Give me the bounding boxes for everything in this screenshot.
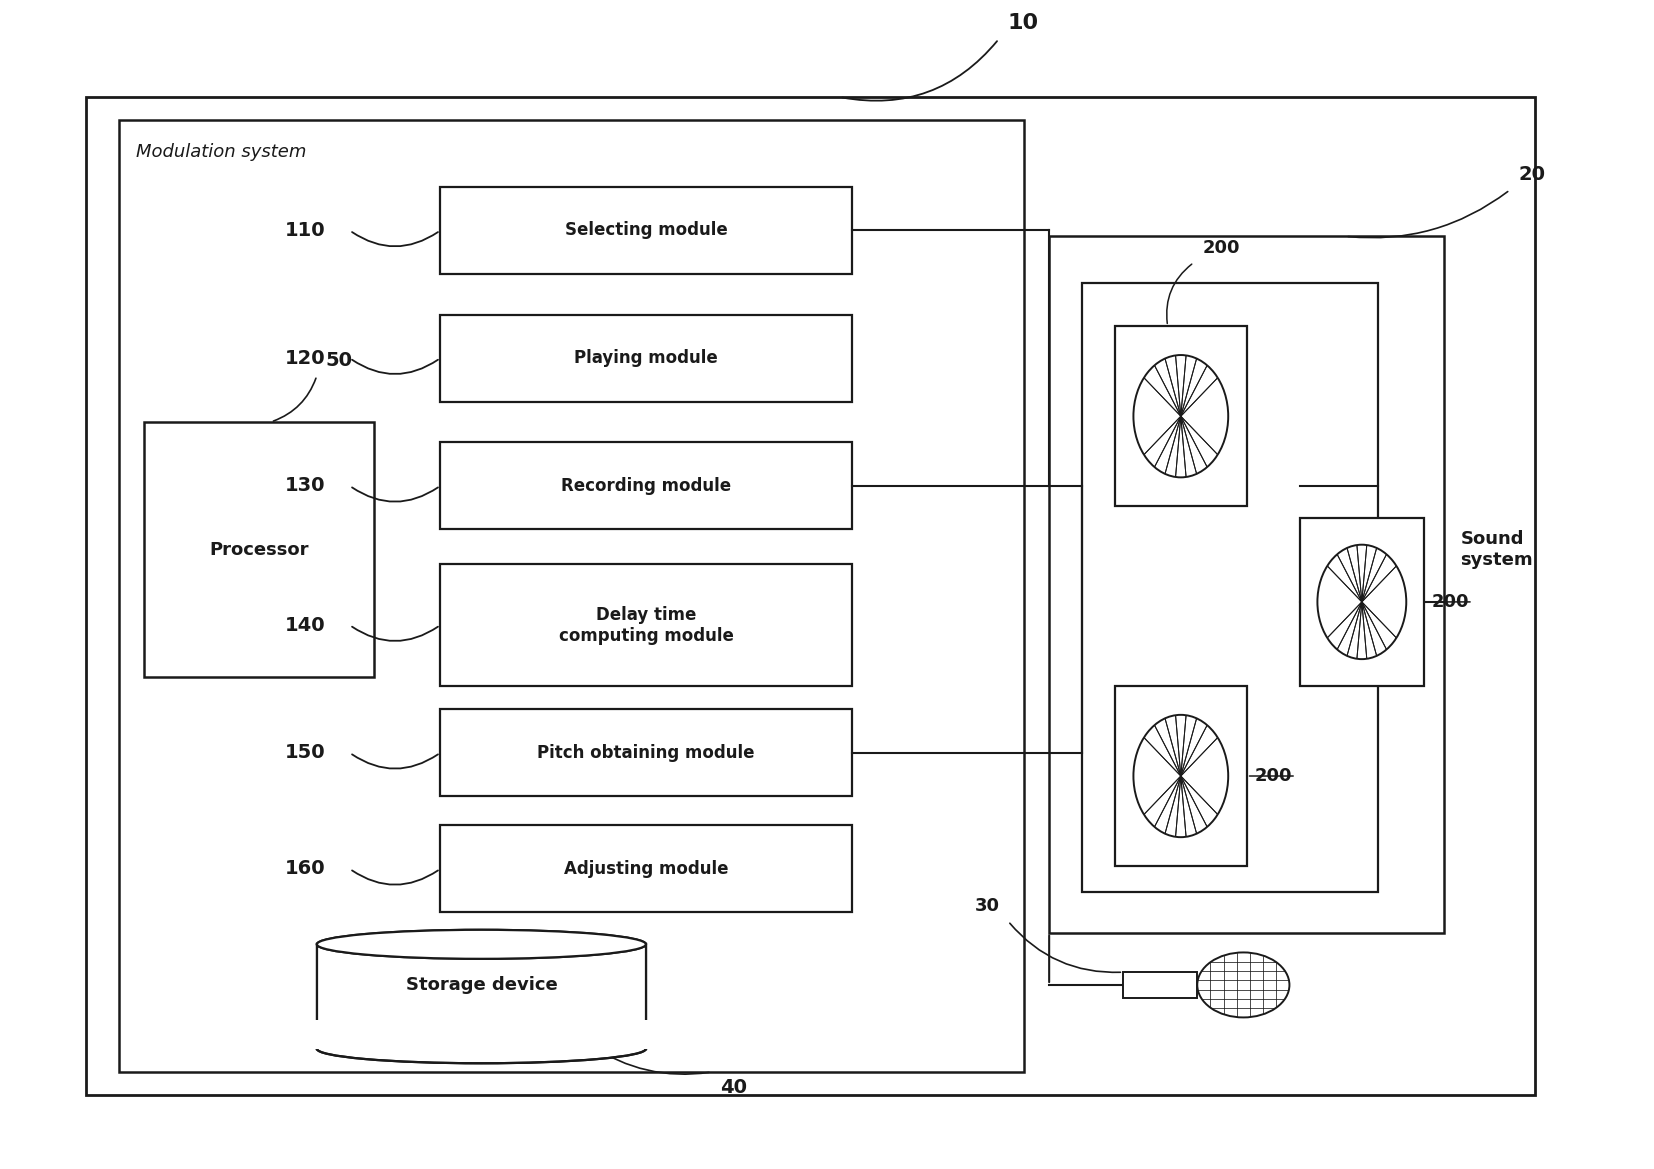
Ellipse shape [1133,714,1229,837]
Text: 110: 110 [284,221,326,240]
Bar [1049,236,1444,933]
Ellipse shape [1133,355,1229,477]
Text: 120: 120 [284,348,326,368]
Text: Storage device: Storage device [405,976,557,994]
Bar [1115,326,1247,506]
Bar [86,97,1535,1095]
Text: 40: 40 [719,1078,748,1097]
Bar [440,710,852,796]
Bar [318,945,647,1049]
Bar [144,422,374,677]
Bar [440,442,852,530]
Bar [301,1019,663,1049]
Text: 160: 160 [284,859,326,878]
Text: 50: 50 [326,351,352,369]
Text: 200: 200 [1202,238,1240,257]
Ellipse shape [318,929,647,959]
Text: Adjusting module: Adjusting module [564,860,728,878]
Text: 130: 130 [284,476,326,496]
Ellipse shape [318,929,647,959]
Text: Playing module: Playing module [574,350,718,367]
Text: 200: 200 [1432,593,1469,611]
Bar [1300,518,1424,686]
Text: 140: 140 [284,616,326,635]
Bar [1123,973,1197,997]
Text: Selecting module: Selecting module [564,221,728,240]
Text: Modulation system: Modulation system [136,144,306,161]
Text: 150: 150 [284,743,326,762]
Bar [440,825,852,912]
Bar [440,565,852,686]
Ellipse shape [1317,545,1406,659]
Text: Sound
system: Sound system [1460,531,1533,569]
Circle shape [1197,953,1290,1017]
Text: Delay time
computing module: Delay time computing module [559,606,733,644]
Bar [119,120,1024,1072]
Text: Processor: Processor [210,541,309,559]
Text: Recording module: Recording module [561,477,731,494]
Bar [1115,686,1247,866]
Bar [440,314,852,402]
Ellipse shape [318,1035,647,1064]
Text: 10: 10 [1007,13,1039,33]
Text: 20: 20 [1518,165,1545,184]
Bar [318,945,647,1049]
Bar [440,187,852,274]
Bar [1082,283,1378,892]
Text: 30: 30 [974,898,999,915]
Text: Pitch obtaining module: Pitch obtaining module [538,743,754,762]
Text: 200: 200 [1255,767,1292,786]
